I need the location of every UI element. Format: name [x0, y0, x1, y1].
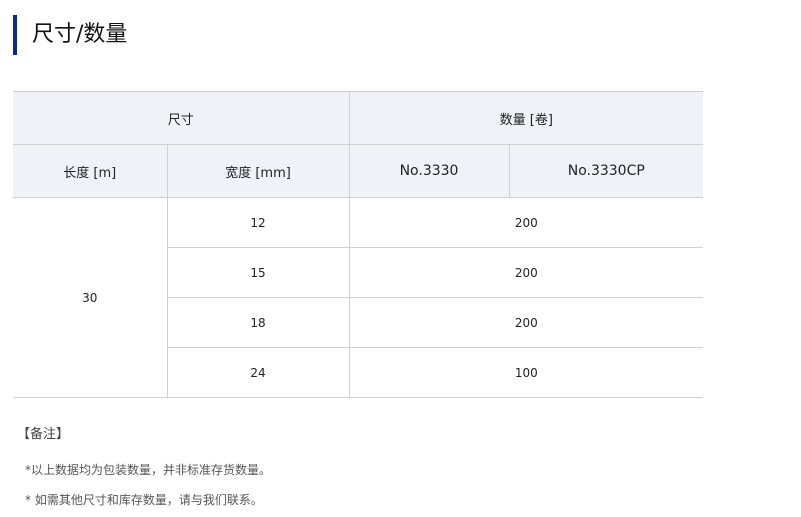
sub-header-row: 长度 [m] 宽度 [mm] No.3330 No.3330CP: [13, 144, 704, 198]
width-cell: 12: [166, 197, 350, 248]
note-item: * 如需其他尺寸和库存数量，请与我们联系。: [25, 493, 263, 507]
quantity-cell: 200: [348, 197, 704, 248]
group-header-row: 尺寸 数量 [卷]: [13, 91, 704, 145]
table-row: 24 100: [13, 347, 704, 398]
table-row: 30 12 200: [13, 197, 704, 398]
header-no3330: No.3330: [348, 144, 510, 198]
header-width: 宽度 [mm]: [166, 144, 350, 198]
quantity-cell: 100: [348, 347, 704, 398]
length-cell: 30: [13, 197, 168, 398]
quantity-cell: 200: [348, 297, 704, 348]
width-cell: 24: [167, 347, 350, 398]
header-no3330cp: No.3330CP: [508, 144, 704, 198]
width-cell: 15: [167, 247, 350, 298]
page-title: 尺寸/数量: [32, 22, 128, 47]
note-item: *以上数据均为包装数量，并非标准存货数量。: [25, 463, 272, 477]
table-row: 15 200: [13, 247, 704, 298]
quantity-cell: 200: [348, 247, 704, 298]
size-quantity-table: 尺寸 数量 [卷] 长度 [m] 宽度 [mm] No.3330 No.3330…: [13, 91, 704, 398]
width-cell: 18: [167, 297, 350, 348]
title-accent-bar: [13, 15, 17, 55]
header-size: 尺寸: [13, 91, 350, 145]
header-length: 长度 [m]: [13, 144, 168, 198]
notes-heading: 【备注】: [17, 427, 70, 442]
header-quantity: 数量 [卷]: [348, 91, 704, 145]
